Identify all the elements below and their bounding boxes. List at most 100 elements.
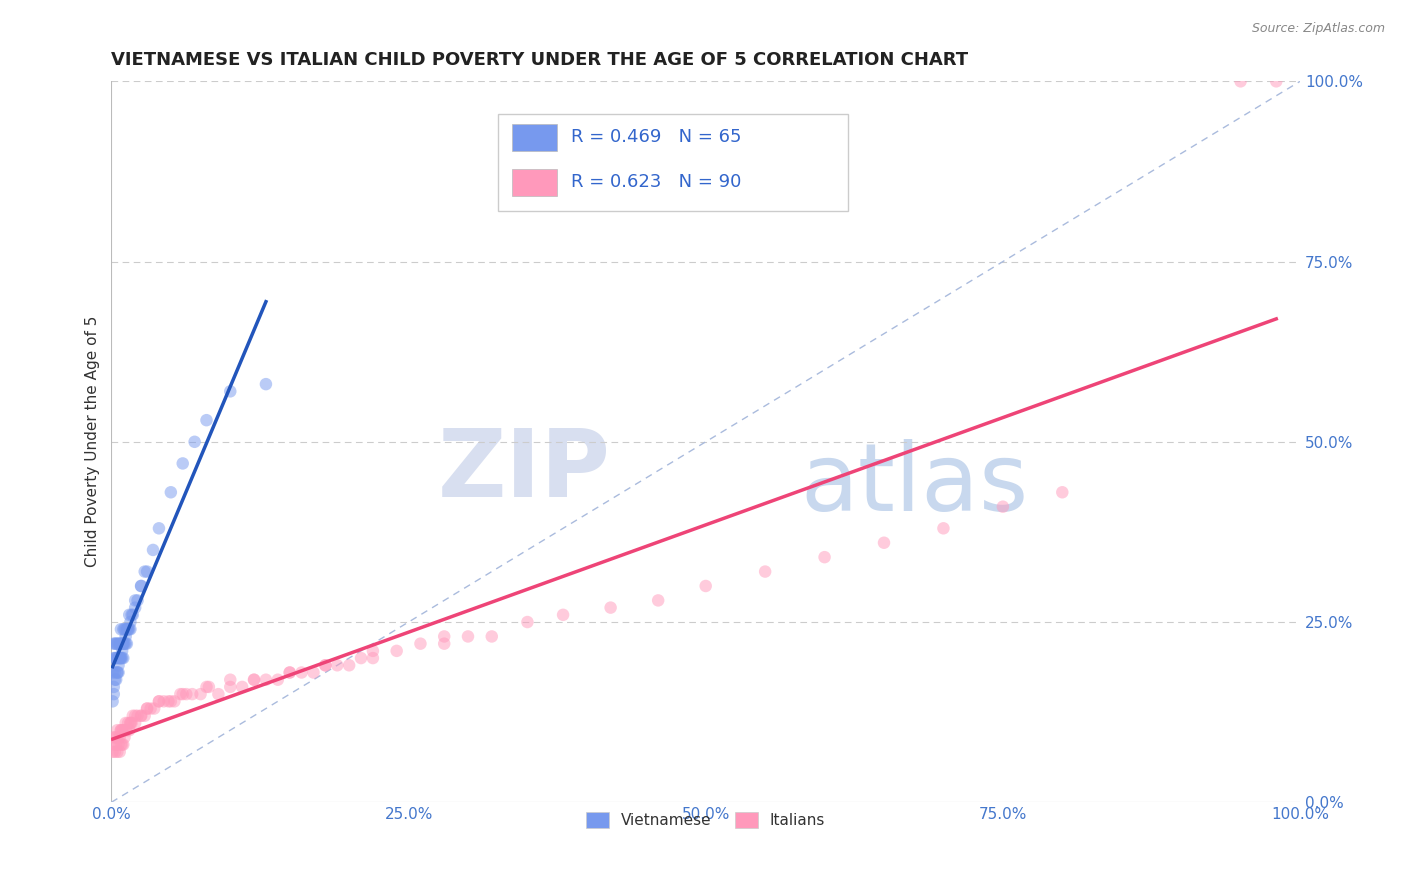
Point [195, 413, 218, 427]
Point [110, 651, 132, 665]
Point [160, 485, 183, 500]
Point [134, 565, 156, 579]
Point [107, 637, 129, 651]
Point [107, 738, 129, 752]
Point [174, 687, 197, 701]
Text: Source: ZipAtlas.com: Source: ZipAtlas.com [1251, 22, 1385, 36]
Point [103, 637, 125, 651]
Point [181, 687, 204, 701]
Point [108, 745, 131, 759]
Point [1265, 74, 1288, 88]
Point [695, 579, 717, 593]
Point [105, 651, 128, 665]
Point [112, 723, 135, 738]
Point [136, 701, 159, 715]
Point [105, 723, 128, 738]
Point [148, 694, 170, 708]
Point [117, 715, 139, 730]
Point [361, 651, 384, 665]
Point [114, 637, 136, 651]
Point [104, 673, 127, 687]
Point [114, 630, 136, 644]
FancyBboxPatch shape [498, 114, 848, 211]
Text: ZIP: ZIP [437, 425, 610, 516]
Point [152, 694, 174, 708]
Point [105, 651, 128, 665]
Point [231, 680, 253, 694]
Point [101, 745, 124, 759]
Point [108, 651, 131, 665]
Point [160, 694, 183, 708]
Point [124, 715, 146, 730]
Point [110, 723, 132, 738]
Point [457, 630, 479, 644]
Point [107, 651, 129, 665]
Point [110, 723, 132, 738]
Point [599, 600, 621, 615]
Point [105, 665, 128, 680]
FancyBboxPatch shape [512, 124, 557, 152]
Point [105, 745, 128, 759]
Point [219, 384, 242, 399]
Point [991, 500, 1014, 514]
Point [112, 637, 135, 651]
Point [103, 731, 125, 745]
Point [108, 731, 131, 745]
Point [104, 731, 127, 745]
Point [103, 680, 125, 694]
Point [326, 658, 349, 673]
Point [103, 651, 125, 665]
Point [105, 738, 128, 752]
Point [278, 665, 301, 680]
Point [350, 651, 373, 665]
Point [267, 673, 290, 687]
Point [107, 658, 129, 673]
Point [114, 622, 136, 636]
Point [121, 715, 143, 730]
Point [101, 665, 124, 680]
Point [157, 694, 180, 708]
Point [136, 701, 159, 715]
Point [219, 673, 242, 687]
Point [111, 637, 134, 651]
Point [647, 593, 669, 607]
Point [112, 637, 135, 651]
Point [409, 637, 432, 651]
Point [813, 550, 835, 565]
Point [337, 658, 360, 673]
Point [143, 701, 166, 715]
Point [120, 615, 142, 629]
Point [124, 708, 146, 723]
Point [117, 622, 139, 636]
Point [103, 738, 125, 752]
Point [190, 687, 212, 701]
FancyBboxPatch shape [512, 169, 557, 196]
Point [148, 694, 170, 708]
Point [129, 708, 152, 723]
Text: R = 0.469   N = 65: R = 0.469 N = 65 [571, 128, 742, 146]
Point [481, 630, 503, 644]
Point [114, 622, 136, 636]
Point [121, 607, 143, 622]
Point [110, 637, 132, 651]
Text: atlas: atlas [801, 439, 1029, 531]
Point [134, 708, 156, 723]
Point [551, 607, 574, 622]
Point [111, 738, 134, 752]
Point [115, 723, 138, 738]
Text: R = 0.623   N = 90: R = 0.623 N = 90 [571, 172, 742, 191]
Legend: Vietnamese, Italians: Vietnamese, Italians [581, 806, 831, 834]
Point [112, 651, 135, 665]
Point [207, 687, 229, 701]
Point [114, 715, 136, 730]
Point [104, 637, 127, 651]
Point [127, 593, 149, 607]
Point [291, 665, 314, 680]
Point [111, 644, 134, 658]
Point [112, 622, 135, 636]
Point [110, 622, 132, 636]
Point [172, 457, 194, 471]
Point [114, 637, 136, 651]
Point [278, 665, 301, 680]
Point [105, 665, 128, 680]
